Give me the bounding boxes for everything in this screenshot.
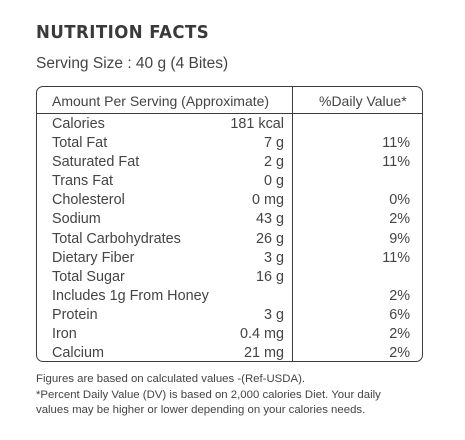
nutrition-table: Amount Per Serving (Approximate) %Daily … <box>36 86 423 362</box>
table-row: Iron 0.4 mg 2% <box>37 326 422 345</box>
page-title: NUTRITION FACTS <box>36 22 210 43</box>
nutrient-name: Protein <box>52 306 98 323</box>
footnote: Figures are based on calculated values -… <box>36 372 456 419</box>
nutrient-daily-value: 0% <box>389 192 410 209</box>
nutrient-daily-value: 9% <box>389 230 410 247</box>
header-daily-value: %Daily Value* <box>319 93 407 109</box>
nutrient-amount: 0 g <box>263 173 284 190</box>
nutrient-amount: 0.4 mg <box>240 326 284 343</box>
nutrient-daily-value: 11% <box>382 249 410 266</box>
nutrient-name: Saturated Fat <box>52 154 140 171</box>
table-row: Includes 1g From Honey 2% <box>37 288 422 307</box>
footnote-line-2: *Percent Daily Value (DV) is based on 2,… <box>36 388 381 401</box>
table-row: Calories 181 kcal <box>37 116 422 135</box>
table-body: Calories 181 kcal Total Fat 7 g 11% Saturated… <box>37 116 422 362</box>
nutrient-amount: 26 g <box>255 230 284 247</box>
nutrient-amount: 16 g <box>255 268 284 285</box>
nutrient-name: Iron <box>52 326 77 343</box>
nutrient-amount: 3 g <box>263 306 284 323</box>
nutrient-name: Cholesterol <box>52 192 125 209</box>
table-row: Total Sugar 16 g <box>37 269 422 288</box>
nutrient-name: Sodium <box>52 211 101 228</box>
serving-size: Serving Size : 40 g (4 Bites) <box>36 55 229 72</box>
column-divider <box>292 87 293 361</box>
nutrient-name: Includes 1g From Honey <box>52 287 209 304</box>
nutrient-amount: 43 g <box>255 211 284 228</box>
table-row: Sodium 43 g 2% <box>37 211 422 230</box>
footnote-line-1: Figures are based on calculated values -… <box>36 373 306 385</box>
nutrient-amount: 21 mg <box>244 345 284 362</box>
header-amount-per-serving: Amount Per Serving (Approximate) <box>52 93 270 109</box>
nutrient-amount: 3 g <box>263 249 284 266</box>
nutrient-daily-value: 2% <box>389 345 410 362</box>
nutrient-name: Total Sugar <box>52 268 125 285</box>
table-row: Saturated Fat 2 g 11% <box>37 154 422 173</box>
nutrient-daily-value: 2% <box>389 326 410 343</box>
table-row: Protein 3 g 6% <box>37 307 422 326</box>
nutrient-name: Total Fat <box>52 135 108 152</box>
nutrient-name: Trans Fat <box>52 173 114 190</box>
table-header: Amount Per Serving (Approximate) %Daily … <box>37 87 422 114</box>
nutrient-daily-value: 6% <box>389 306 410 323</box>
table-row: Total Fat 7 g 11% <box>37 135 422 154</box>
footnote-line-3: values may be higher or lower depending … <box>36 404 366 416</box>
nutrient-name: Dietary Fiber <box>52 249 135 266</box>
nutrient-name: Calcium <box>52 345 104 362</box>
table-row: Cholesterol 0 mg 0% <box>37 192 422 211</box>
table-row: Trans Fat 0 g <box>37 173 422 192</box>
nutrient-daily-value: 2% <box>389 287 410 304</box>
table-row: Calcium 21 mg 2% <box>37 345 422 362</box>
nutrient-amount: 181 kcal <box>230 116 284 132</box>
nutrient-daily-value: 11% <box>382 154 410 171</box>
nutrient-amount: 2 g <box>263 154 284 171</box>
nutrient-amount: 0 mg <box>252 192 284 209</box>
nutrient-name: Total Carbohydrates <box>52 230 181 247</box>
nutrient-name: Calories <box>52 116 105 132</box>
nutrient-amount: 7 g <box>263 135 284 152</box>
nutrient-daily-value: 2% <box>389 211 410 228</box>
nutrient-daily-value: 11% <box>382 135 410 152</box>
table-row: Dietary Fiber 3 g 11% <box>37 250 422 269</box>
table-row: Total Carbohydrates 26 g 9% <box>37 231 422 250</box>
